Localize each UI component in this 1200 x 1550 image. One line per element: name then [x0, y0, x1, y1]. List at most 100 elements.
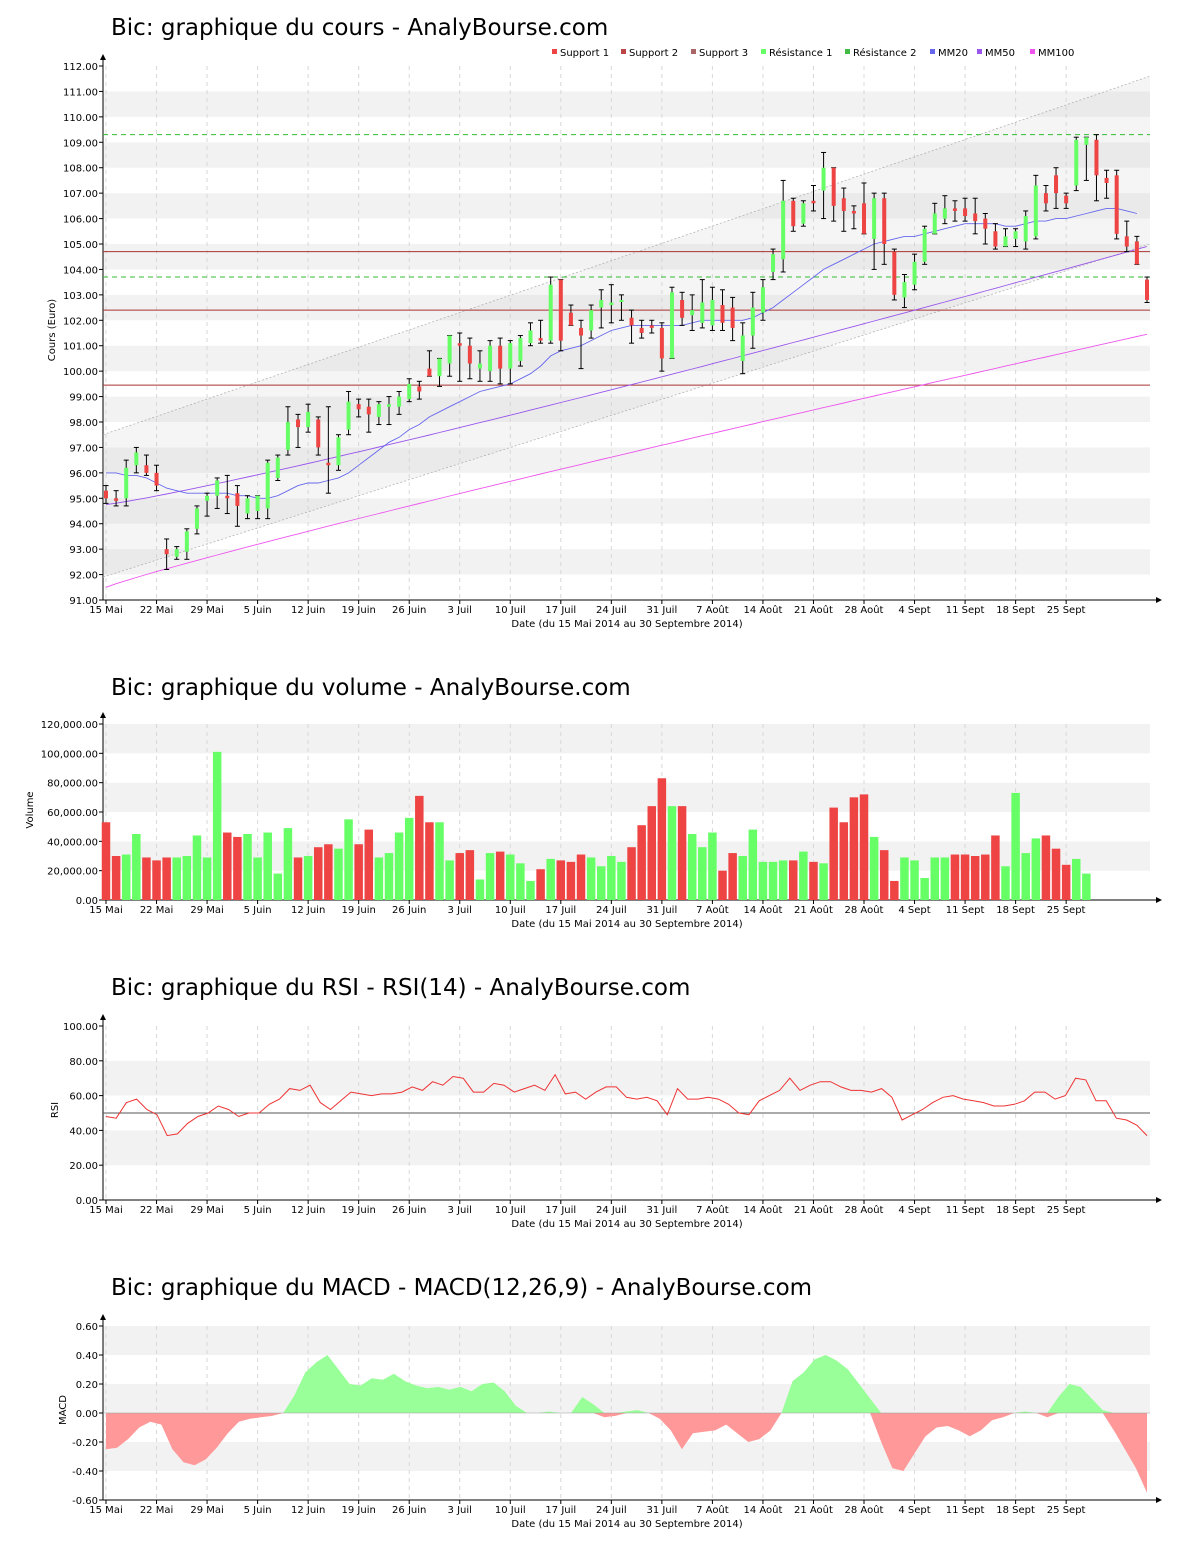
macd-x-axis-label: Date (du 15 Mai 2014 au 30 Septembre 201… — [511, 1519, 742, 1530]
volume-bar — [485, 853, 495, 900]
volume-xtick-label: 12 Juin — [291, 905, 325, 916]
candle-body — [316, 419, 321, 448]
candle-body — [447, 335, 452, 364]
price-panel: 91.00 92.00 93.00 94.00 95.00 96.00 97.00 98.00… — [63, 54, 1162, 616]
rsi-band — [103, 1130, 1150, 1166]
volume-bar — [162, 857, 171, 900]
price-xtick-label: 7 Août — [696, 604, 729, 616]
rsi-line — [105, 1073, 1148, 1137]
volume-bar — [142, 857, 151, 900]
candle-body — [467, 345, 472, 364]
candle-body — [1114, 175, 1119, 234]
candle-body — [336, 437, 341, 466]
rsi-y-axis-label: RSI — [50, 1102, 61, 1118]
volume-bar — [596, 866, 606, 900]
price-xtick-label: 29 Mai — [190, 605, 223, 616]
candle-body — [1003, 236, 1008, 247]
volume-bar — [981, 854, 990, 900]
price-xtick-label: 28 Août — [845, 604, 884, 616]
candle-body — [932, 213, 937, 234]
candle-body — [104, 490, 108, 499]
candle-body — [215, 480, 220, 496]
candle-body — [164, 549, 169, 555]
volume-bar — [667, 806, 677, 900]
candle-body — [366, 406, 371, 415]
price-ytick-label: 93.00 — [69, 545, 98, 556]
volume-bar — [152, 860, 161, 900]
legend-entry: MM50 — [985, 48, 1015, 59]
macd-xtick-label: 21 Août — [794, 1504, 833, 1516]
macd-xtick-label: 25 Sept — [1047, 1505, 1086, 1516]
candle-body — [407, 383, 412, 400]
candle-body — [558, 279, 563, 341]
candle-body — [235, 493, 240, 506]
volume-bar — [687, 834, 697, 900]
volume-bar — [920, 878, 929, 900]
macd-positive-area — [106, 1355, 1147, 1413]
candle-body — [902, 282, 907, 298]
candle-body — [912, 261, 917, 285]
volume-bar — [586, 857, 596, 900]
mm100-line — [105, 333, 1148, 588]
legend-swatch — [552, 49, 557, 54]
price-ytick-label: 102.00 — [63, 316, 98, 327]
volume-bar — [182, 856, 192, 900]
volume-xtick-label: 28 Août — [845, 904, 884, 916]
macd-xtick-label: 26 Juin — [392, 1505, 426, 1516]
macd-ytick-label: -0.60 — [72, 1496, 98, 1507]
price-xtick-label: 18 Sept — [996, 605, 1035, 616]
volume-bar — [384, 853, 394, 900]
candle-body — [255, 495, 260, 511]
price-xtick-label: 19 Juin — [342, 605, 376, 616]
candle-body — [1145, 279, 1149, 300]
macd-xtick-label: 11 Sept — [946, 1505, 985, 1516]
volume-bar — [879, 850, 889, 900]
volume-ytick-label: 80,000.00 — [47, 779, 98, 790]
rsi-xtick-label: 15 Mai — [89, 1205, 122, 1216]
candle-body — [952, 208, 957, 211]
mm20-line — [106, 207, 1138, 499]
rsi-xtick-label: 5 Juin — [244, 1205, 272, 1216]
candle-body — [801, 203, 806, 224]
candle-body — [983, 218, 988, 229]
candle-body — [710, 299, 715, 326]
volume-bar — [637, 825, 646, 900]
volume-bar — [859, 794, 869, 900]
volume-bar — [374, 857, 384, 900]
volume-bar — [799, 851, 808, 900]
price-band — [103, 167, 1150, 194]
candle-body — [649, 325, 654, 328]
volume-band — [103, 782, 1150, 812]
rsi-xtick-label: 22 Mai — [140, 1205, 173, 1216]
volume-chart-title: Bic: graphique du volume - AnalyBourse.c… — [111, 675, 631, 701]
volume-xtick-label: 31 Juil — [646, 905, 677, 916]
volume-bar — [172, 857, 181, 900]
price-ytick-label: 96.00 — [69, 469, 98, 480]
candle-body — [1033, 185, 1038, 237]
price-band — [103, 91, 1150, 117]
price-band — [103, 549, 1150, 575]
volume-bar — [960, 854, 970, 900]
volume-bar — [1021, 853, 1030, 900]
macd-xtick-label: 12 Juin — [291, 1505, 325, 1516]
candle-body — [851, 210, 856, 214]
volume-bar — [394, 832, 404, 900]
volume-bar — [819, 863, 828, 900]
volume-bar — [425, 822, 434, 900]
price-ytick-label: 99.00 — [69, 393, 98, 404]
candle-body — [680, 299, 685, 318]
price-xtick-label: 24 Juil — [596, 605, 627, 616]
volume-xtick-label: 5 Juin — [244, 905, 272, 916]
price-xtick-label: 3 Juil — [448, 605, 472, 616]
price-band — [103, 422, 1150, 448]
candle-body — [346, 401, 351, 430]
price-ytick-label: 110.00 — [63, 113, 98, 124]
macd-xtick-label: 3 Juil — [448, 1505, 472, 1516]
volume-bar — [212, 751, 222, 900]
volume-bar — [1072, 858, 1081, 900]
volume-bar — [445, 860, 454, 900]
candle-body — [518, 338, 523, 361]
candle-body — [973, 213, 978, 222]
volume-ytick-label: 40,000.00 — [47, 837, 98, 848]
price-xtick-label: 26 Juin — [392, 605, 426, 616]
